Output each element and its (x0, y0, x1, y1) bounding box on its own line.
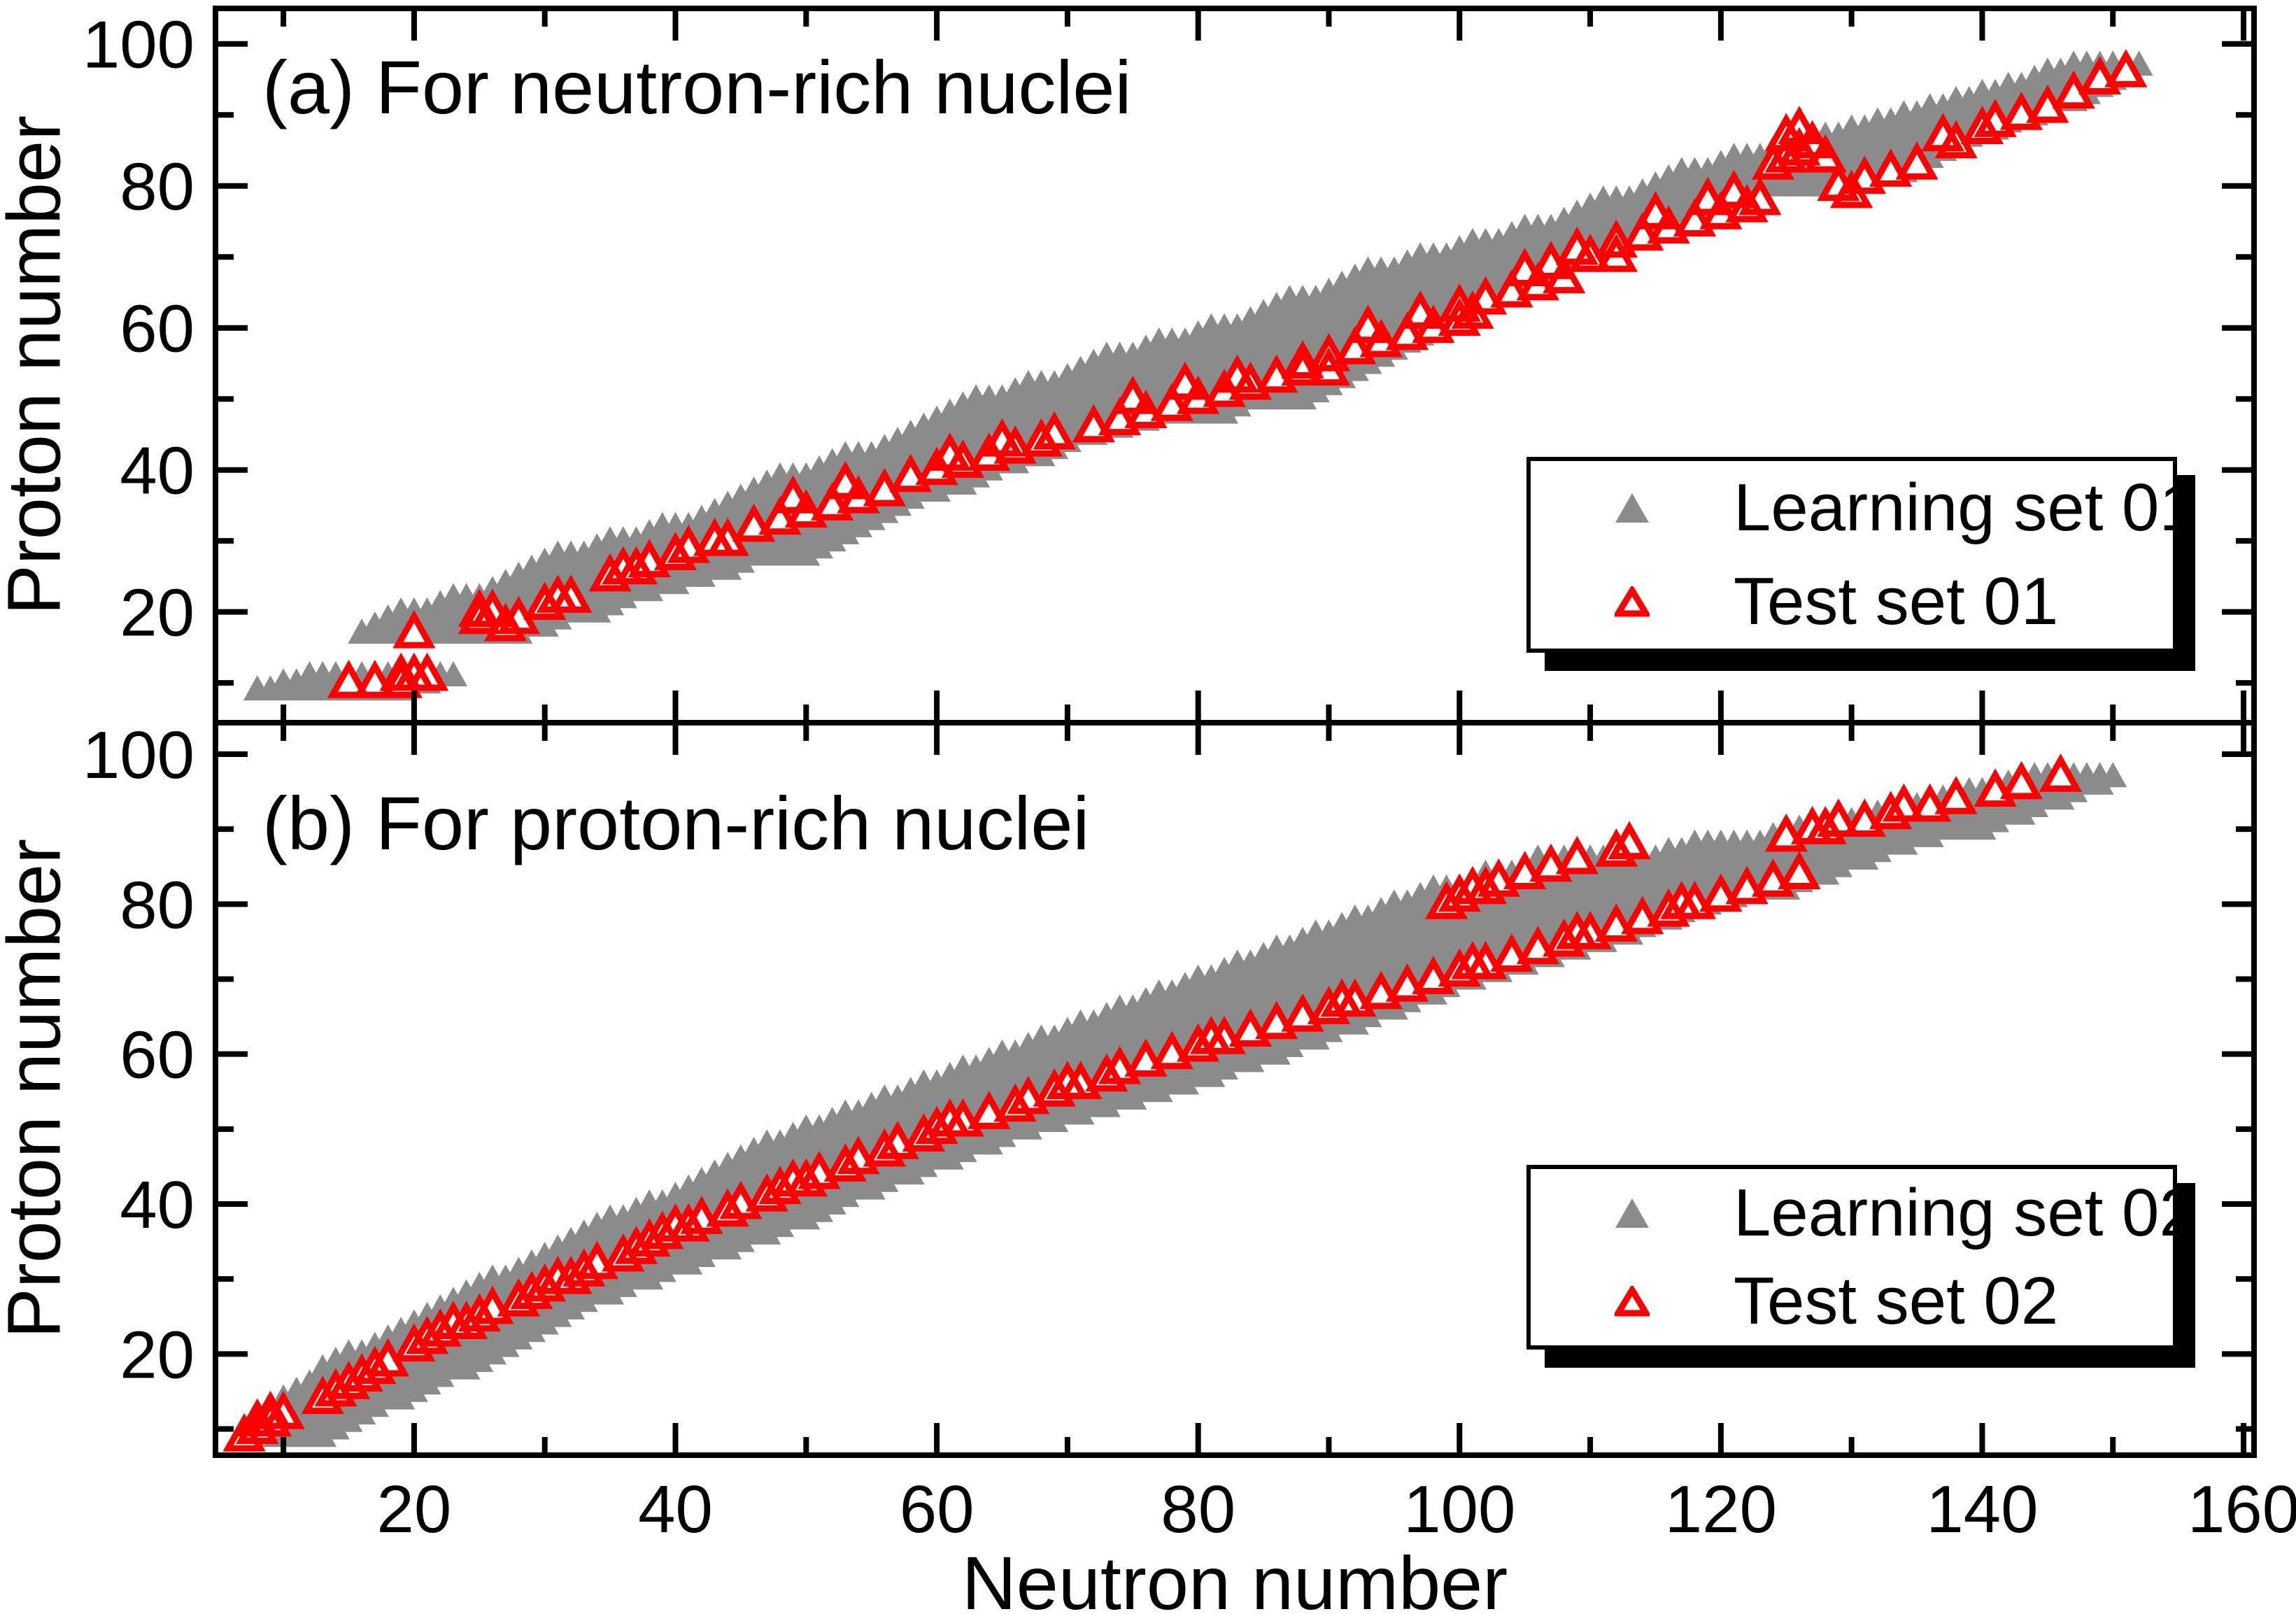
filled-triangle-icon (1531, 491, 1734, 525)
open-triangle-icon (1531, 586, 1734, 617)
panel-b-frame (213, 720, 2257, 1458)
panel-a-title: (a) For neutron-rich nuclei (262, 45, 1132, 129)
x-tick-labels: 20 40 60 80 100 120 140 160 (377, 1472, 2296, 1547)
svg-text:40: 40 (120, 1168, 194, 1243)
legend-row-test-01: Test set 01 (1531, 555, 2173, 649)
open-triangle-icon (1531, 1286, 1734, 1317)
legend-label-test-02: Test set 02 (1734, 1263, 2059, 1338)
panel-a-ticks (215, 8, 2254, 723)
legend-row-learning-01: Learning set 01 (1531, 461, 2197, 555)
svg-text:20: 20 (377, 1472, 452, 1547)
svg-text:60: 60 (900, 1472, 975, 1547)
svg-text:80: 80 (1161, 1472, 1235, 1547)
legend-label-learning-01: Learning set 01 (1734, 470, 2197, 545)
panel-b-title: (b) For proton-rich nuclei (262, 781, 1090, 865)
svg-text:100: 100 (83, 8, 194, 83)
panel-a-y-axis-label: Proton number (0, 115, 76, 616)
svg-text:140: 140 (1926, 1472, 2038, 1547)
legend-row-learning-02: Learning set 02 (1531, 1169, 2197, 1257)
panel-b: 20 40 60 80 100 (83, 718, 2257, 1458)
svg-text:80: 80 (120, 868, 194, 942)
legend-label-learning-02: Learning set 02 (1734, 1175, 2197, 1250)
panel-a-ytick-labels: 20 40 60 80 100 (83, 8, 194, 651)
legend-row-test-02: Test set 02 (1531, 1257, 2173, 1345)
svg-text:20: 20 (120, 576, 194, 651)
svg-text:80: 80 (120, 150, 194, 225)
panel-b-test-series (222, 753, 2083, 1452)
svg-text:120: 120 (1665, 1472, 1777, 1547)
svg-text:60: 60 (120, 292, 194, 367)
panel-b-ticks (215, 723, 2254, 1455)
svg-text:100: 100 (1403, 1472, 1515, 1547)
svg-text:100: 100 (83, 718, 194, 793)
svg-text:20: 20 (120, 1317, 194, 1392)
svg-text:160: 160 (2188, 1472, 2296, 1547)
panel-a: 20 40 60 80 100 (83, 6, 2257, 725)
svg-text:40: 40 (638, 1472, 713, 1547)
filled-triangle-icon (1531, 1196, 1734, 1230)
panel-b-y-axis-label: Proton number (0, 838, 76, 1339)
legend-panel-b: Learning set 02 Test set 02 (1526, 1165, 2197, 1350)
legend-panel-a: Learning set 01 Test set 01 (1526, 457, 2197, 653)
legend-label-test-01: Test set 01 (1734, 564, 2059, 639)
panel-b-ytick-labels: 20 40 60 80 100 (83, 718, 194, 1392)
svg-text:60: 60 (120, 1018, 194, 1093)
svg-text:40: 40 (120, 434, 194, 509)
panel-a-test-series (327, 49, 2148, 698)
x-axis-label: Neutron number (961, 1541, 1508, 1614)
